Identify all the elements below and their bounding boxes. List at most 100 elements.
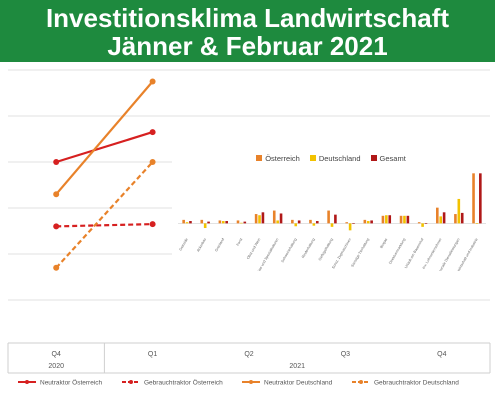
data-point bbox=[149, 221, 156, 228]
bar bbox=[479, 173, 482, 224]
data-point bbox=[53, 191, 60, 198]
series-line bbox=[55, 80, 154, 195]
legend-swatch-dark-red bbox=[370, 155, 377, 161]
title-line-2: Jänner & Februar 2021 bbox=[107, 31, 388, 61]
category-label: Obst und Wein bbox=[246, 238, 261, 261]
bar bbox=[261, 212, 265, 224]
bar bbox=[272, 210, 276, 224]
category-label: Direktvermarktung bbox=[388, 238, 406, 265]
legend-marker bbox=[249, 380, 253, 384]
category-label: Getreide bbox=[179, 238, 189, 252]
category-label: Grünland bbox=[214, 238, 225, 253]
bar bbox=[258, 215, 261, 224]
category-label: Urlaub am Bauernhof bbox=[404, 238, 425, 270]
data-point bbox=[53, 223, 60, 230]
bar bbox=[417, 222, 421, 224]
bar bbox=[424, 223, 428, 224]
bar bbox=[221, 221, 225, 224]
bar-chart-legend: Österreich Deutschland Gesamt bbox=[172, 152, 490, 164]
legend-marker bbox=[129, 380, 133, 384]
bar bbox=[203, 223, 207, 229]
bar bbox=[370, 220, 373, 224]
series-line bbox=[55, 131, 153, 164]
bar bbox=[279, 213, 283, 224]
legend-swatch-orange bbox=[256, 155, 263, 161]
bar bbox=[207, 221, 210, 224]
category-label: Biogas bbox=[379, 237, 388, 249]
legend-label: Gesamt bbox=[379, 153, 406, 163]
bar-chart-plot: Getreide Ackerbau Grünland Forst Obst und We… bbox=[178, 173, 486, 271]
bar bbox=[381, 215, 385, 224]
legend-item-deutschland: Deutschland bbox=[309, 152, 361, 164]
bar bbox=[243, 221, 247, 224]
bar bbox=[454, 214, 457, 224]
bar bbox=[442, 212, 446, 224]
bar bbox=[254, 214, 258, 224]
category-label: Rinderhaltung bbox=[301, 238, 316, 259]
bar bbox=[460, 212, 464, 224]
bar bbox=[312, 223, 316, 226]
bar bbox=[309, 219, 312, 224]
data-point bbox=[149, 159, 156, 165]
bar bbox=[218, 220, 222, 224]
bar bbox=[189, 221, 192, 224]
bar bbox=[436, 207, 439, 224]
bar bbox=[406, 215, 410, 224]
bar-chart-inset: Österreich Deutschland Gesamt Getreide Ac… bbox=[172, 143, 490, 271]
bar bbox=[240, 222, 243, 224]
data-point bbox=[149, 78, 156, 85]
x-tick-label: Q3 bbox=[341, 351, 350, 358]
category-label: Geflügelhaltung bbox=[318, 238, 334, 262]
bar bbox=[421, 223, 424, 227]
bar bbox=[475, 223, 479, 224]
x-tick-label: Q2 bbox=[244, 351, 253, 358]
bar bbox=[363, 219, 367, 224]
title-line-1: Investitionsklima Landwirtschaft bbox=[45, 3, 450, 33]
bar bbox=[315, 221, 319, 224]
data-point bbox=[53, 264, 60, 271]
bar bbox=[439, 216, 443, 224]
legend-label: Deutschland bbox=[318, 153, 361, 163]
bar bbox=[236, 220, 240, 224]
bar bbox=[185, 222, 189, 224]
bar bbox=[366, 221, 370, 224]
bar bbox=[276, 220, 279, 224]
x-tick-label: Q4 bbox=[52, 351, 61, 358]
category-label: Schweinehaltung bbox=[280, 238, 297, 264]
bar bbox=[294, 223, 298, 227]
series-line bbox=[56, 223, 153, 228]
legend-label: Neutraktor Deutschland bbox=[264, 380, 333, 387]
bar bbox=[200, 219, 204, 224]
legend-marker bbox=[359, 380, 363, 384]
legend-swatch-yellow bbox=[309, 155, 316, 161]
legend-label: Gebrauchtraktor Deutschland bbox=[374, 380, 459, 387]
line-chart: Q4 Q1 Q2 Q3 Q4 2020 2021 Neutraktor Österreich G… bbox=[7, 69, 491, 387]
bar bbox=[291, 219, 294, 224]
bar bbox=[457, 198, 461, 224]
bar bbox=[399, 215, 403, 224]
bar bbox=[327, 210, 330, 224]
legend-item-gesamt: Gesamt bbox=[370, 152, 406, 164]
bar bbox=[352, 223, 355, 224]
x-group-label: 2020 bbox=[48, 363, 64, 370]
bar bbox=[345, 222, 349, 224]
legend-label: Österreich bbox=[265, 153, 300, 163]
bar bbox=[348, 223, 352, 231]
bar bbox=[225, 221, 228, 224]
bar bbox=[403, 215, 406, 224]
bar bbox=[182, 219, 185, 224]
bar bbox=[334, 214, 337, 224]
title-banner: Investitionsklima Landwirtschaft Jänner … bbox=[0, 0, 495, 62]
data-point bbox=[53, 159, 60, 165]
legend-item-oesterreich: Österreich bbox=[256, 152, 300, 164]
x-tick-label: Q1 bbox=[148, 351, 157, 358]
x-group-label: 2021 bbox=[289, 363, 305, 370]
category-label: Sonst. Zugmaschinen bbox=[331, 238, 352, 270]
bar bbox=[297, 220, 301, 224]
data-point bbox=[149, 129, 156, 136]
x-tick-label: Q4 bbox=[437, 351, 446, 358]
category-label: Sonstige Tierhaltung bbox=[350, 237, 370, 267]
bar bbox=[330, 223, 334, 227]
bar bbox=[385, 215, 388, 224]
category-label: Inv. Lohnunternehmer bbox=[422, 237, 443, 270]
